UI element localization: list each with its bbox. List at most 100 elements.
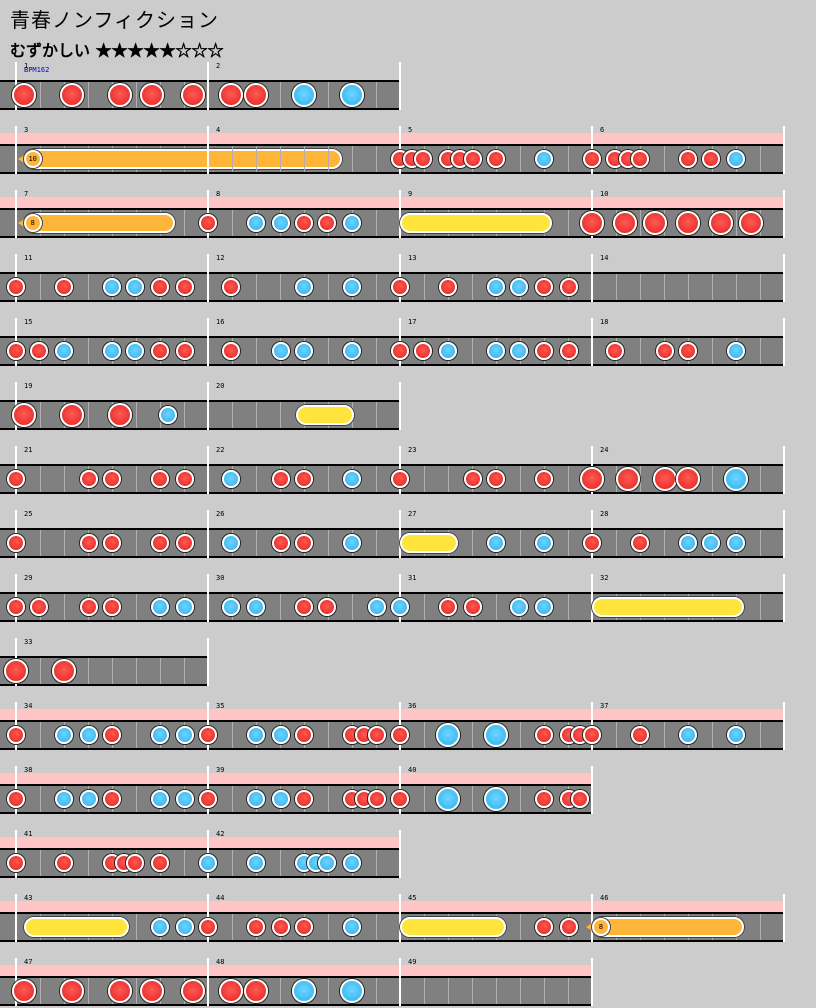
- beat-line: [112, 658, 113, 684]
- measure-number: 10: [600, 190, 609, 198]
- balloon-note: [23, 149, 343, 169]
- gogo-time-band: [0, 901, 784, 912]
- ka-note: [295, 342, 313, 360]
- beat-line: [376, 530, 377, 556]
- beat-line: [40, 402, 41, 428]
- bar-line: [15, 894, 17, 942]
- ka-note: [679, 534, 697, 552]
- beat-line: [328, 978, 329, 1004]
- don-note: [271, 470, 290, 488]
- beat-line: [280, 402, 281, 428]
- balloon-note: [23, 213, 176, 233]
- beat-line: [664, 146, 665, 172]
- measure-number: 41: [24, 830, 33, 838]
- don-note: [7, 790, 25, 808]
- ka-note: [727, 342, 745, 360]
- measure-number: 42: [216, 830, 225, 838]
- big-don-note: [11, 83, 36, 107]
- don-note: [414, 150, 433, 168]
- ka-note: [367, 598, 386, 616]
- measure-number: 36: [408, 702, 417, 710]
- big-ka-note: [292, 979, 316, 1003]
- beat-line: [256, 274, 257, 300]
- beat-line: [280, 82, 281, 108]
- big-don-note: [580, 211, 604, 235]
- gogo-time-band: [0, 197, 784, 208]
- drumroll-note: [592, 597, 744, 617]
- don-note: [631, 150, 649, 168]
- don-note: [487, 470, 505, 488]
- measure-number: 3: [24, 126, 29, 134]
- ka-note: [679, 726, 697, 744]
- beat-line: [760, 466, 761, 492]
- ka-note: [702, 534, 721, 552]
- ka-note: [295, 278, 313, 296]
- measure-number: 13: [408, 254, 417, 262]
- don-note: [151, 342, 169, 360]
- don-note: [535, 790, 553, 808]
- beat-line: [328, 914, 329, 940]
- measure-number: 7: [24, 190, 29, 198]
- beat-line: [376, 466, 377, 492]
- beat-line: [760, 146, 761, 172]
- bar-line: [207, 254, 209, 302]
- bar-line: [591, 894, 593, 942]
- beat-line: [376, 274, 377, 300]
- don-note: [559, 342, 578, 360]
- don-note: [391, 726, 409, 744]
- big-don-note: [11, 403, 36, 427]
- don-note: [175, 470, 194, 488]
- ka-note: [343, 214, 361, 232]
- song-title: 青春ノンフィクション: [10, 8, 219, 32]
- beat-line: [88, 402, 89, 428]
- big-ka-note: [340, 979, 364, 1003]
- measure-number: 32: [600, 574, 609, 582]
- big-don-note: [59, 403, 84, 427]
- beat-line: [88, 850, 89, 876]
- beat-line: [88, 274, 89, 300]
- ka-note: [535, 150, 553, 168]
- beat-line: [376, 146, 377, 172]
- beat-line: [136, 786, 137, 812]
- beat-line: [280, 274, 281, 300]
- balloon-tail-icon: [586, 922, 594, 932]
- beat-line: [424, 594, 425, 620]
- ka-note: [151, 918, 169, 936]
- big-don-note: [107, 979, 132, 1003]
- bar-line: [399, 62, 401, 110]
- don-note: [295, 598, 313, 616]
- measure-number: 44: [216, 894, 225, 902]
- don-note: [7, 278, 25, 296]
- don-note: [367, 726, 386, 744]
- beat-line: [40, 82, 41, 108]
- big-don-note: [52, 659, 76, 683]
- measure-number: 9: [408, 190, 413, 198]
- beat-line: [472, 338, 473, 364]
- don-note: [151, 534, 169, 552]
- ka-note: [175, 726, 194, 744]
- beat-line: [232, 850, 233, 876]
- beat-line: [232, 146, 233, 172]
- don-note: [7, 342, 25, 360]
- don-note: [702, 150, 721, 168]
- bar-line: [783, 254, 785, 302]
- beat-line: [304, 146, 305, 172]
- big-don-note: [652, 467, 677, 491]
- beat-line: [136, 914, 137, 940]
- note-lane: [0, 656, 208, 686]
- don-note: [7, 470, 25, 488]
- beat-line: [328, 722, 329, 748]
- beat-line: [376, 914, 377, 940]
- don-note: [199, 214, 217, 232]
- measure-number: 4: [216, 126, 221, 134]
- beat-line: [760, 274, 761, 300]
- bar-line: [783, 894, 785, 942]
- big-don-note: [219, 83, 244, 107]
- don-note: [7, 534, 25, 552]
- don-note: [606, 342, 625, 360]
- beat-line: [424, 978, 425, 1004]
- drumroll-note: [400, 533, 458, 553]
- beat-line: [136, 466, 137, 492]
- bar-line: [591, 766, 593, 814]
- ka-note: [510, 342, 529, 360]
